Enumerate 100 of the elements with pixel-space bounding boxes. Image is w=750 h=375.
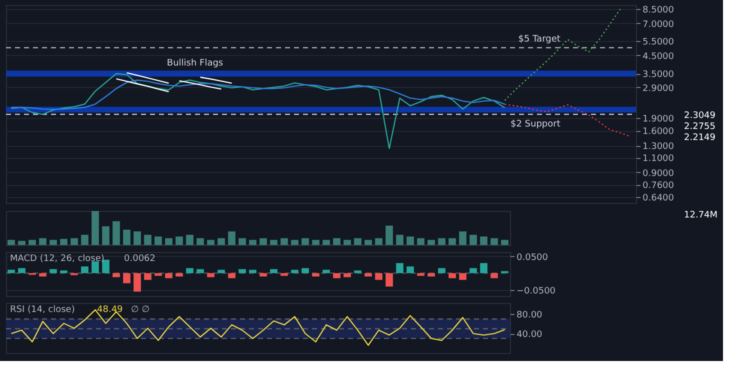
- bar: [207, 240, 214, 245]
- bar: [438, 268, 446, 274]
- bar: [123, 273, 130, 284]
- bar: [154, 236, 162, 245]
- bar: [123, 230, 130, 245]
- bar: [249, 240, 256, 245]
- bar: [102, 260, 110, 274]
- bar: [186, 268, 194, 274]
- bar: [291, 240, 298, 245]
- bar: [176, 273, 183, 277]
- bar: [196, 269, 204, 274]
- text: 2.3049: [684, 111, 716, 121]
- bar: [302, 268, 309, 274]
- line-series: [10, 80, 506, 110]
- bar: [50, 269, 57, 274]
- bar: [501, 240, 508, 245]
- y-tick-label: 0.6400: [642, 194, 674, 204]
- y-tick-label: 7.0000: [642, 20, 674, 30]
- bar: [375, 273, 382, 280]
- bar: [81, 234, 88, 245]
- bar: [375, 238, 382, 245]
- y-tick-label: 0.0500: [516, 252, 548, 263]
- y-tick-label: 3.5000: [642, 70, 674, 80]
- bar: [81, 266, 88, 274]
- y-tick-label: 80.00: [516, 310, 543, 321]
- bar: [396, 263, 404, 274]
- y-tick-label: 1.3000: [642, 142, 674, 152]
- y-tick-label: 1.6000: [642, 127, 674, 138]
- y-tick-label: 40.00: [516, 330, 543, 340]
- bar: [92, 211, 99, 245]
- bar: [249, 270, 256, 274]
- bar: [470, 234, 477, 245]
- bar: [280, 273, 288, 276]
- bar: [238, 238, 246, 245]
- bar: [165, 273, 172, 278]
- bar: [333, 238, 340, 245]
- y-tick-label: 1.9000: [642, 114, 674, 125]
- y-tick-label: 0.7600: [642, 181, 674, 192]
- bar: [386, 226, 393, 245]
- line-series: [116, 78, 170, 92]
- bar: [18, 240, 26, 245]
- bar: [417, 273, 424, 276]
- bar: [102, 226, 110, 245]
- bar: [134, 231, 141, 245]
- bar: [92, 261, 99, 274]
- bar: [322, 240, 330, 245]
- bar: [60, 270, 68, 274]
- bar: [196, 238, 204, 245]
- bar: [438, 238, 446, 245]
- annotation: ∅ ∅: [131, 305, 150, 315]
- bar: [165, 238, 172, 245]
- bar: [470, 268, 477, 274]
- bar: [459, 273, 466, 280]
- bar: [39, 273, 46, 277]
- bar: [50, 240, 57, 245]
- bar: [60, 238, 68, 245]
- bar: [490, 238, 498, 245]
- bar: [396, 234, 404, 245]
- bar: [112, 273, 120, 278]
- bar: [176, 236, 183, 245]
- bar: [270, 269, 278, 274]
- line-series: [10, 73, 506, 150]
- bar: [406, 236, 414, 245]
- bar: [154, 273, 162, 276]
- y-tick-label: 5.5000: [642, 37, 674, 48]
- bar: [186, 234, 194, 245]
- text: 12.74M: [684, 210, 718, 220]
- y-tick-label: 4.5000: [642, 52, 674, 62]
- bar: [354, 238, 362, 245]
- bar: [344, 273, 351, 278]
- bar: [112, 221, 120, 245]
- annotation: Bullish Flags: [166, 58, 224, 68]
- bar: [260, 238, 267, 245]
- line-series: [504, 8, 621, 102]
- bar: [417, 238, 424, 245]
- text: 2.2149: [684, 133, 716, 143]
- bar: [302, 238, 309, 245]
- bar: [270, 240, 278, 245]
- bar: [218, 238, 225, 245]
- annotation: 48.49: [97, 305, 124, 315]
- bar: [448, 238, 456, 245]
- chart-title: MACD (12, 26, close): [10, 254, 104, 264]
- y-tick-label: 2.9000: [642, 84, 674, 94]
- bar: [480, 263, 488, 274]
- bar: [490, 273, 498, 278]
- line-series: [178, 80, 222, 90]
- bar: [144, 234, 152, 245]
- ref-line-label: $5 Target: [518, 34, 561, 45]
- bar: [134, 273, 141, 292]
- line-series: [126, 72, 170, 84]
- bar: [28, 240, 36, 245]
- bar: [386, 273, 393, 287]
- bar: [364, 240, 372, 245]
- bar: [70, 238, 78, 245]
- bar: [428, 240, 435, 245]
- y-tick-label: 8.5000: [642, 6, 674, 16]
- bar: [207, 273, 214, 278]
- line-series: [504, 104, 632, 138]
- bar: [18, 268, 26, 274]
- bar: [280, 238, 288, 245]
